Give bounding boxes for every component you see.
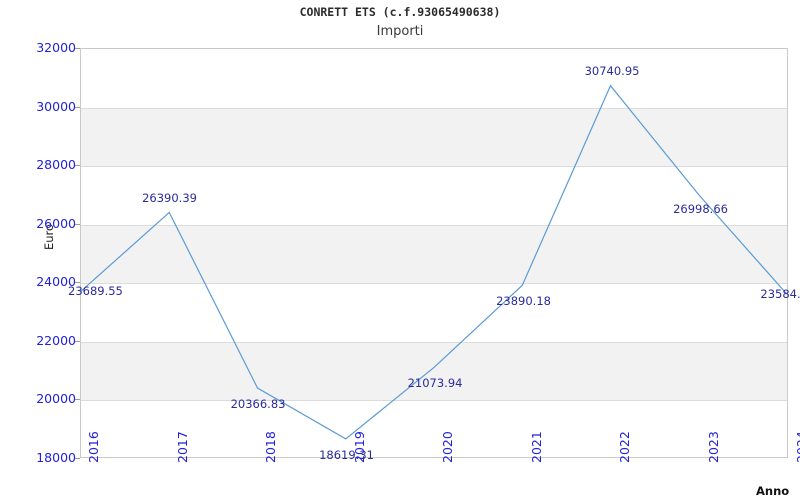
- plot-band: [81, 341, 787, 401]
- y-tick-label: 22000: [36, 332, 76, 348]
- y-tick-label: 24000: [36, 274, 76, 290]
- chart-title: CONRETT ETS (c.f.93065490638): [299, 5, 501, 19]
- gridline: [81, 224, 787, 226]
- y-tick-mark: [75, 399, 80, 401]
- y-tick-label: 28000: [36, 157, 76, 173]
- x-axis-label: Anno: [756, 484, 790, 498]
- series-line-importi: [81, 49, 787, 457]
- data-point-label: 20366.83: [230, 396, 286, 411]
- y-tick-label: 20000: [36, 391, 76, 407]
- gridline: [81, 283, 787, 285]
- plot-band: [81, 224, 787, 284]
- plot-area: [80, 48, 788, 458]
- x-tick-label: 2020: [440, 431, 455, 463]
- x-tick-label: 2018: [263, 431, 278, 463]
- x-tick-label: 2023: [705, 431, 721, 463]
- data-point-label: 26390.39: [142, 191, 197, 206]
- y-tick-label: 26000: [36, 215, 76, 231]
- y-tick-mark: [75, 48, 80, 49]
- gridline: [81, 400, 787, 402]
- data-point-label: 30740.95: [584, 63, 640, 78]
- y-tick-mark: [75, 223, 80, 225]
- data-point-label: 26998.66: [673, 202, 728, 217]
- data-point-label: 21073.94: [407, 375, 463, 390]
- gridline: [81, 107, 787, 109]
- data-point-label: 18619.31: [319, 447, 374, 462]
- y-tick-label: 30000: [36, 98, 76, 114]
- data-point-label: 23584.: [760, 287, 800, 302]
- y-tick-label: 18000: [36, 450, 76, 465]
- y-tick-mark: [75, 340, 80, 342]
- y-tick-mark: [75, 106, 80, 108]
- x-tick-label: 2017: [174, 431, 190, 463]
- gridline: [81, 341, 787, 343]
- y-tick-mark: [75, 282, 80, 284]
- x-tick-label: 2024: [794, 431, 800, 463]
- y-tick-mark: [75, 165, 80, 167]
- x-tick-label: 2022: [617, 431, 632, 463]
- y-tick-label: 32000: [36, 40, 76, 55]
- x-tick-label: 2021: [528, 431, 544, 463]
- data-point-label: 23890.18: [496, 293, 551, 308]
- data-point-label: 23689.55: [68, 284, 123, 299]
- plot-band: [81, 107, 787, 167]
- x-tick-label: 2016: [86, 431, 101, 463]
- gridline: [81, 166, 787, 168]
- y-tick-mark: [75, 458, 80, 459]
- chart-subtitle: Importi: [376, 24, 424, 39]
